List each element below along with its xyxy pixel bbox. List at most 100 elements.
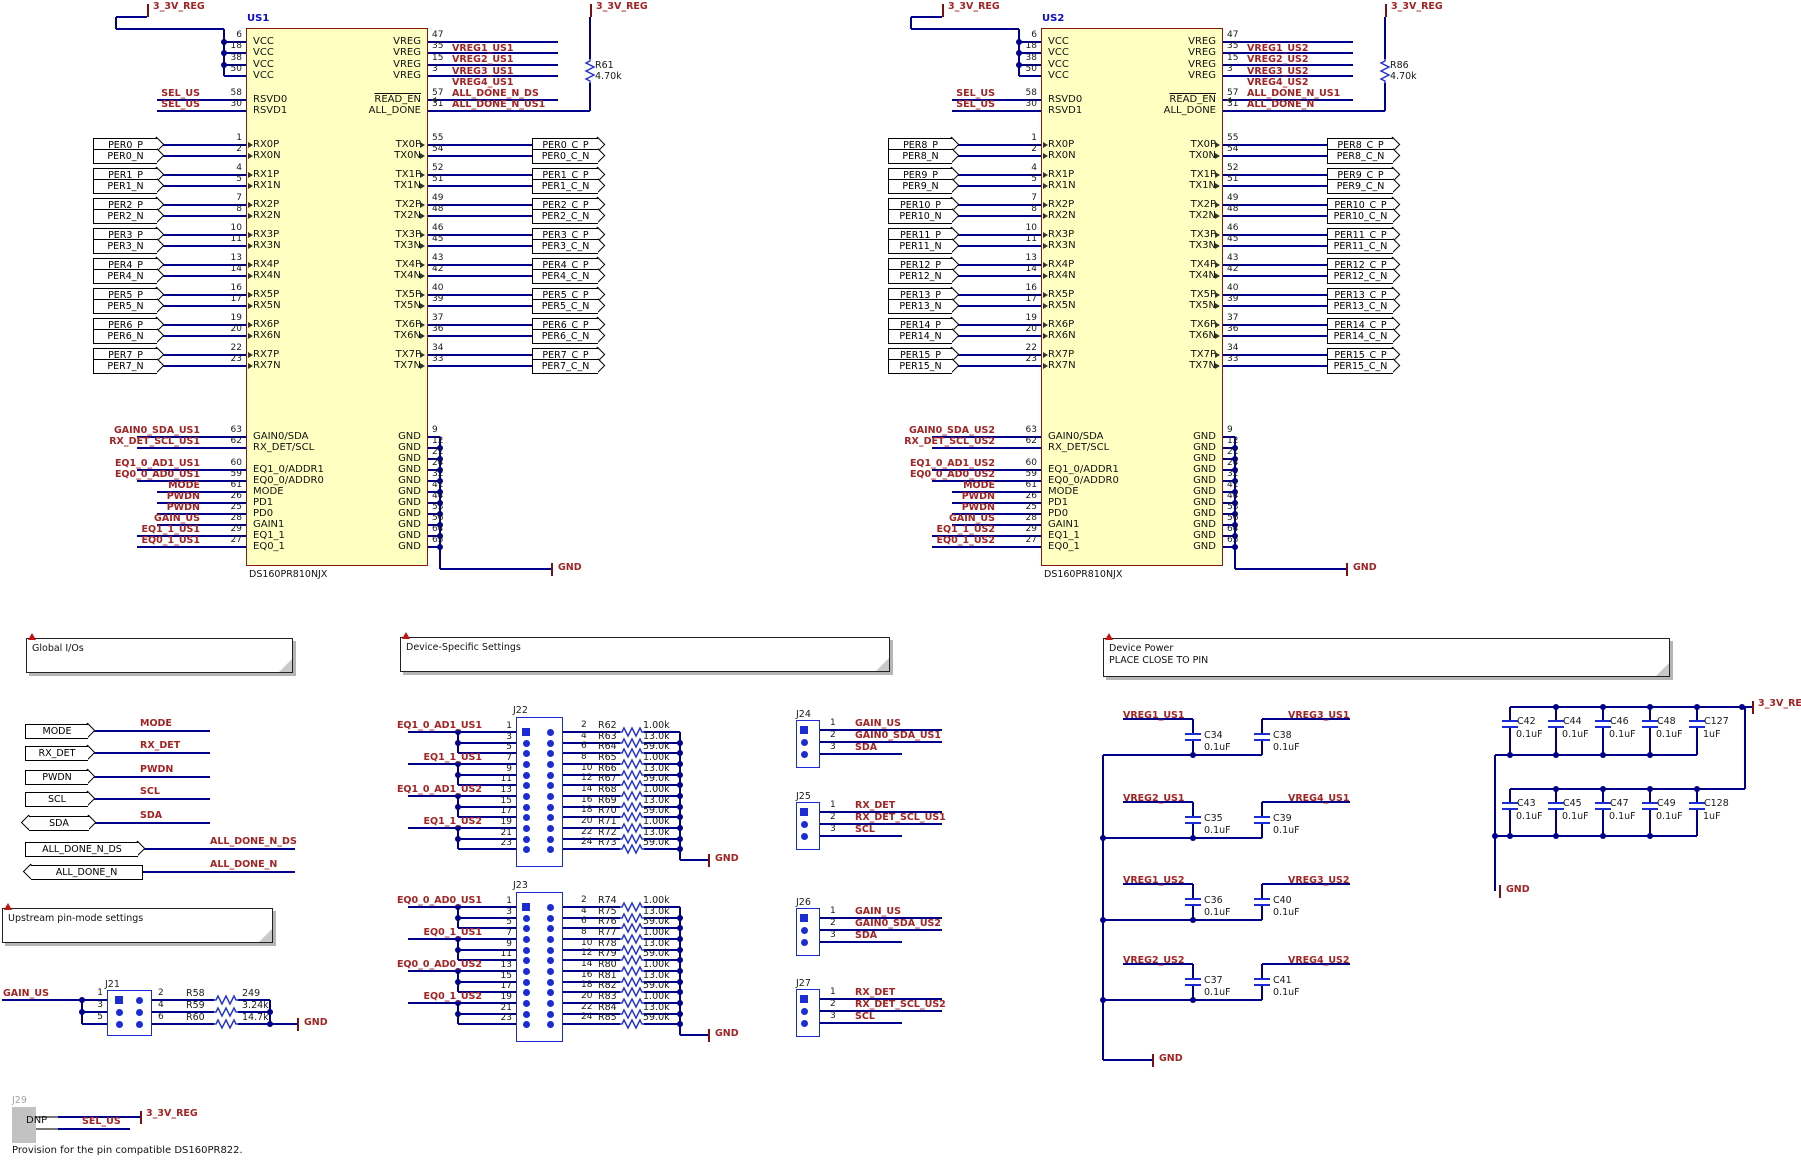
header-J24[interactable]	[796, 720, 820, 768]
power-symbol-3v3-icon[interactable]	[147, 4, 150, 17]
port-PER7_N[interactable]: PER7_N	[93, 358, 157, 374]
capacitor-C45[interactable]	[1548, 802, 1564, 810]
capacitor-C44[interactable]	[1548, 720, 1564, 728]
port-PER3_N[interactable]: PER3_N	[93, 238, 157, 254]
port-PER15_N[interactable]: PER15_N	[888, 358, 952, 374]
note-box[interactable]	[2, 908, 273, 943]
gnd-symbol-icon[interactable]	[708, 853, 711, 867]
port-PER2_N[interactable]: PER2_N	[93, 208, 157, 224]
port-PER8_C_N[interactable]: PER8_C_N	[1327, 148, 1393, 164]
resistor-R76[interactable]	[620, 922, 644, 934]
port-PER14_C_N[interactable]: PER14_C_N	[1327, 328, 1393, 344]
port-PER7_C_N[interactable]: PER7_C_N	[532, 358, 598, 374]
port-PER4_C_N[interactable]: PER4_C_N	[532, 268, 598, 284]
port-PER11_N[interactable]: PER11_N	[888, 238, 952, 254]
resistor-R86[interactable]	[1379, 59, 1391, 83]
resistor-R77[interactable]	[620, 933, 644, 945]
capacitor-C43[interactable]	[1502, 802, 1518, 810]
port-ALL_DONE_N[interactable]: ALL_DONE_N	[31, 864, 143, 880]
port-PER0_N[interactable]: PER0_N	[93, 148, 157, 164]
power-symbol-3v3-icon[interactable]	[1752, 701, 1755, 714]
gnd-symbol-icon[interactable]	[1346, 562, 1349, 576]
resistor-R61[interactable]	[584, 59, 596, 83]
gnd-symbol-icon[interactable]	[1152, 1053, 1155, 1067]
resistor-R70[interactable]	[620, 811, 644, 823]
header-J21[interactable]	[107, 990, 152, 1036]
capacitor-C47[interactable]	[1595, 802, 1611, 810]
resistor-R62[interactable]	[620, 726, 644, 738]
capacitor-C34[interactable]	[1185, 733, 1201, 741]
header-J27[interactable]	[796, 989, 820, 1037]
port-PER5_N[interactable]: PER5_N	[93, 298, 157, 314]
capacitor-C37[interactable]	[1185, 978, 1201, 986]
resistor-R81[interactable]	[620, 976, 644, 988]
capacitor-C41[interactable]	[1254, 978, 1270, 986]
port-RX_DET[interactable]: RX_DET	[25, 745, 88, 761]
port-PWDN[interactable]: PWDN	[25, 769, 88, 785]
resistor-R73[interactable]	[620, 843, 644, 855]
resistor-R74[interactable]	[620, 901, 644, 913]
port-ALL_DONE_N_DS[interactable]: ALL_DONE_N_DS	[25, 841, 138, 857]
gnd-symbol-icon[interactable]	[297, 1017, 300, 1031]
gnd-symbol-icon[interactable]	[551, 562, 554, 576]
port-PER12_N[interactable]: PER12_N	[888, 268, 952, 284]
resistor-R59[interactable]	[214, 1006, 238, 1018]
chip-body-US1[interactable]	[246, 28, 428, 566]
port-PER9_C_N[interactable]: PER9_C_N	[1327, 178, 1393, 194]
port-PER2_C_N[interactable]: PER2_C_N	[532, 208, 598, 224]
port-PER12_C_N[interactable]: PER12_C_N	[1327, 268, 1393, 284]
port-PER5_C_N[interactable]: PER5_C_N	[532, 298, 598, 314]
capacitor-C39[interactable]	[1254, 816, 1270, 824]
port-PER10_C_N[interactable]: PER10_C_N	[1327, 208, 1393, 224]
resistor-R80[interactable]	[620, 965, 644, 977]
capacitor-C46[interactable]	[1595, 720, 1611, 728]
port-PER11_C_N[interactable]: PER11_C_N	[1327, 238, 1393, 254]
resistor-R85[interactable]	[620, 1018, 644, 1030]
header-J25[interactable]	[796, 802, 820, 850]
note-box[interactable]	[400, 637, 890, 672]
port-PER6_N[interactable]: PER6_N	[93, 328, 157, 344]
capacitor-C49[interactable]	[1642, 802, 1658, 810]
port-PER9_N[interactable]: PER9_N	[888, 178, 952, 194]
power-symbol-3v3-icon[interactable]	[590, 4, 593, 17]
port-PER1_N[interactable]: PER1_N	[93, 178, 157, 194]
note-box[interactable]	[26, 638, 293, 673]
resistor-R75[interactable]	[620, 912, 644, 924]
resistor-R84[interactable]	[620, 1008, 644, 1020]
port-PER1_C_N[interactable]: PER1_C_N	[532, 178, 598, 194]
capacitor-C42[interactable]	[1502, 720, 1518, 728]
chip-body-US2[interactable]	[1041, 28, 1223, 566]
capacitor-C40[interactable]	[1254, 898, 1270, 906]
gnd-symbol-icon[interactable]	[708, 1028, 711, 1042]
capacitor-C48[interactable]	[1642, 720, 1658, 728]
port-PER3_C_N[interactable]: PER3_C_N	[532, 238, 598, 254]
resistor-R78[interactable]	[620, 944, 644, 956]
capacitor-C38[interactable]	[1254, 733, 1270, 741]
resistor-R67[interactable]	[620, 779, 644, 791]
header-J23[interactable]	[516, 892, 563, 1042]
resistor-R69[interactable]	[620, 801, 644, 813]
resistor-R58[interactable]	[214, 994, 238, 1006]
port-PER6_C_N[interactable]: PER6_C_N	[532, 328, 598, 344]
capacitor-C127[interactable]	[1689, 720, 1705, 728]
resistor-R60[interactable]	[214, 1018, 238, 1030]
resistor-R65[interactable]	[620, 758, 644, 770]
gnd-symbol-icon[interactable]	[1499, 884, 1502, 898]
resistor-R63[interactable]	[620, 737, 644, 749]
power-symbol-3v3-icon[interactable]	[1385, 4, 1388, 17]
resistor-R68[interactable]	[620, 790, 644, 802]
power-symbol-3v3-icon[interactable]	[140, 1111, 143, 1124]
port-SDA[interactable]: SDA	[29, 815, 89, 831]
capacitor-C36[interactable]	[1185, 898, 1201, 906]
port-PER4_N[interactable]: PER4_N	[93, 268, 157, 284]
port-PER15_C_N[interactable]: PER15_C_N	[1327, 358, 1393, 374]
capacitor-C35[interactable]	[1185, 816, 1201, 824]
port-PER0_C_N[interactable]: PER0_C_N	[532, 148, 598, 164]
power-symbol-3v3-icon[interactable]	[942, 4, 945, 17]
port-PER10_N[interactable]: PER10_N	[888, 208, 952, 224]
resistor-R66[interactable]	[620, 769, 644, 781]
resistor-R79[interactable]	[620, 954, 644, 966]
note-box[interactable]	[1103, 638, 1670, 677]
port-SCL[interactable]: SCL	[25, 791, 88, 807]
resistor-R64[interactable]	[620, 747, 644, 759]
